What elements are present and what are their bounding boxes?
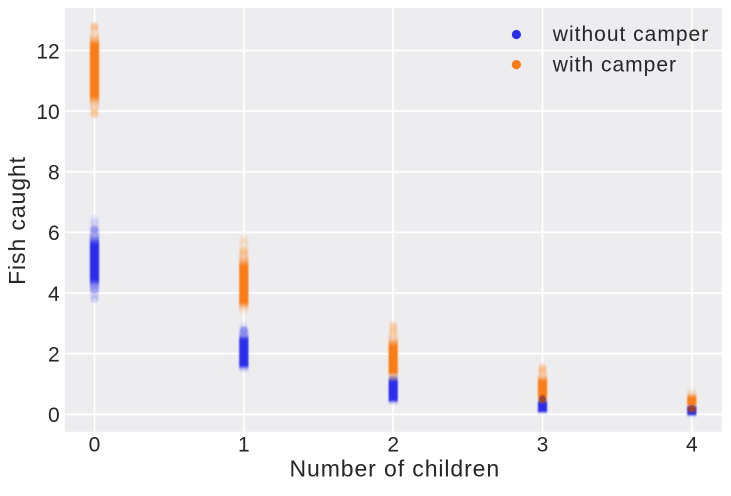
svg-text:10: 10 [36,101,59,124]
svg-text:0: 0 [48,404,60,427]
svg-text:Fish caught: Fish caught [4,156,30,285]
svg-text:without camper: without camper [552,23,709,46]
svg-text:Number of children: Number of children [290,455,501,481]
svg-text:6: 6 [48,222,60,245]
svg-text:0: 0 [89,434,101,457]
svg-text:4: 4 [686,434,698,457]
svg-text:3: 3 [537,434,549,457]
svg-text:2: 2 [48,344,60,367]
svg-text:12: 12 [36,40,59,63]
svg-text:4: 4 [48,283,60,306]
svg-text:1: 1 [238,434,250,457]
svg-text:2: 2 [387,434,399,457]
svg-text:8: 8 [48,162,60,185]
svg-text:with camper: with camper [552,53,677,76]
